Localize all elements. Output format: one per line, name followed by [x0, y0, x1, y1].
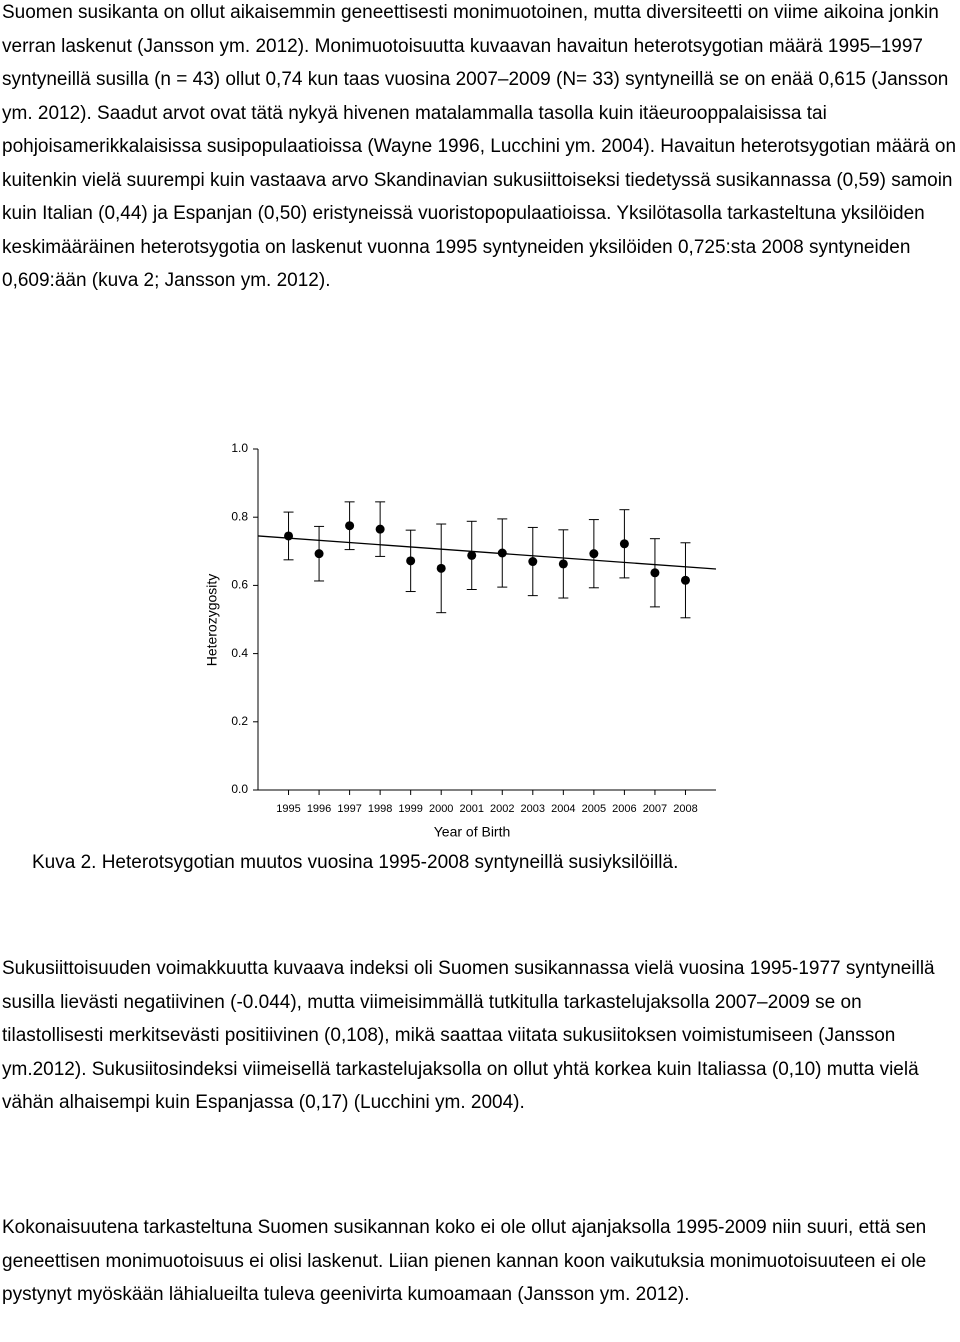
x-tick-label: 2003	[521, 803, 545, 815]
data-point	[467, 550, 477, 560]
x-tick-label: 1999	[398, 803, 422, 815]
data-point	[497, 548, 507, 558]
caption: Kuva 2. Heterotsygotian muutos vuosina 1…	[32, 852, 679, 873]
data-point	[619, 539, 629, 549]
y-tick-label: 0.2	[231, 714, 248, 728]
x-tick-label: 1998	[368, 803, 392, 815]
chart: Year of Birth Heterozygosity 0.0 0.2 0.4 0.…	[204, 441, 717, 840]
data-point	[528, 557, 538, 567]
x-tick-label: 2005	[582, 803, 606, 815]
x-tick-label: 1996	[307, 803, 331, 815]
x-tick-label: 2001	[459, 803, 483, 815]
y-axis-label: Heterozygosity	[204, 574, 220, 667]
x-tick-label: 2006	[612, 803, 636, 815]
y-tick-label: 0.8	[231, 509, 248, 523]
data-point	[314, 549, 324, 559]
x-tick-label: 2007	[643, 803, 667, 815]
paragraph: Kokonaisuutena tarkasteltuna Suomen susi…	[2, 1217, 927, 1305]
x-tick-label: 2000	[429, 803, 453, 815]
data-point	[680, 575, 690, 585]
data-point	[406, 556, 416, 566]
x-tick-label: 1997	[337, 803, 361, 815]
data-point	[345, 521, 355, 531]
x-tick-label: 2002	[490, 803, 514, 815]
paragraph: Sukusiittoisuuden voimakkuutta kuvaava i…	[2, 958, 935, 1113]
data-point	[589, 549, 599, 559]
y-tick-label: 1.0	[231, 441, 248, 455]
data-point	[284, 531, 294, 541]
data-point	[375, 524, 385, 534]
data-point	[650, 568, 660, 578]
x-tick-label: 1995	[276, 803, 300, 815]
x-axis-label: Year of Birth	[434, 824, 511, 840]
y-tick-label: 0.4	[231, 646, 248, 660]
data-point	[436, 563, 446, 573]
y-tick-label: 0.6	[231, 578, 248, 592]
x-tick-label: 2004	[551, 803, 575, 815]
x-tick-label: 2008	[673, 803, 697, 815]
trend-line	[257, 535, 717, 570]
paragraph: Suomen susikanta on ollut aikaisemmin ge…	[2, 2, 957, 291]
data-point	[558, 559, 568, 569]
y-tick-label: 0.0	[231, 782, 248, 796]
